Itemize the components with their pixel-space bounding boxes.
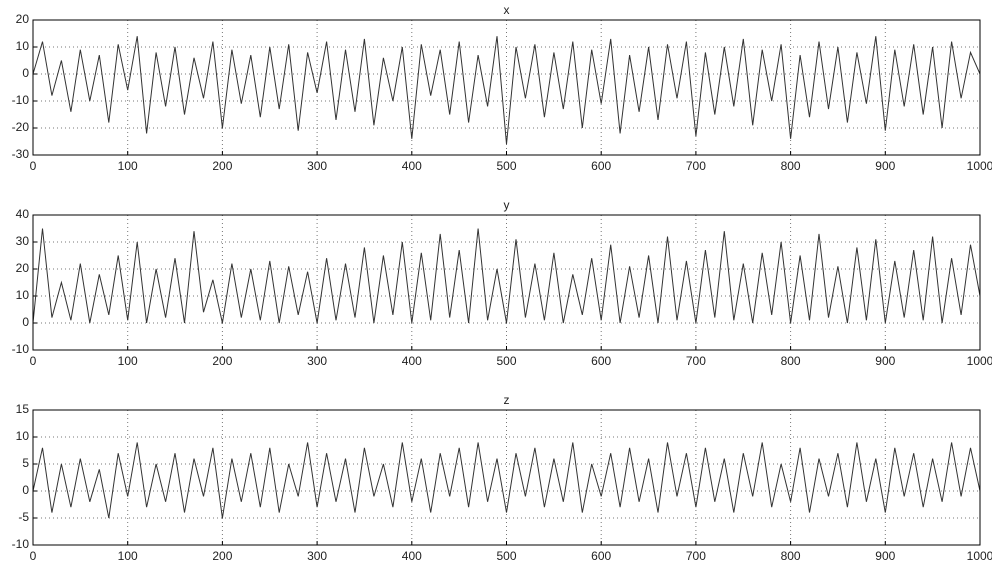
x-tick-label: 900 — [875, 354, 895, 368]
y-tick-label: 30 — [16, 234, 30, 248]
x-tick-label: 500 — [496, 354, 516, 368]
x-tick-label: 300 — [307, 159, 327, 173]
x-tick-label: 1000 — [967, 354, 992, 368]
y-tick-label: 20 — [16, 12, 30, 26]
y-tick-label: -5 — [18, 510, 29, 524]
x-tick-label: 1000 — [967, 549, 992, 563]
x-tick-label: 800 — [781, 354, 801, 368]
y-tick-label: -10 — [12, 537, 30, 551]
y-tick-label: 0 — [22, 483, 29, 497]
x-tick-label: 700 — [686, 549, 706, 563]
x-tick-label: 400 — [402, 159, 422, 173]
y-tick-label: 10 — [16, 288, 30, 302]
x-tick-label: 100 — [118, 549, 138, 563]
y-tick-label: -10 — [12, 342, 30, 356]
y-tick-label: 0 — [22, 315, 29, 329]
x-tick-label: 100 — [118, 354, 138, 368]
x-tick-label: 1000 — [967, 159, 992, 173]
x-tick-label: 600 — [591, 159, 611, 173]
x-tick-label: 200 — [212, 354, 232, 368]
x-tick-label: 700 — [686, 159, 706, 173]
x-tick-label: 500 — [496, 549, 516, 563]
x-tick-label: 300 — [307, 354, 327, 368]
x-tick-label: 600 — [591, 354, 611, 368]
x-tick-label: 300 — [307, 549, 327, 563]
y-tick-label: 10 — [16, 429, 30, 443]
x-tick-label: 200 — [212, 159, 232, 173]
y-tick-label: 15 — [16, 402, 30, 416]
x-tick-label: 900 — [875, 549, 895, 563]
x-tick-label: 100 — [118, 159, 138, 173]
y-tick-label: -30 — [12, 147, 30, 161]
subplot-title: z — [504, 393, 510, 407]
y-tick-label: -10 — [12, 93, 30, 107]
y-tick-label: -20 — [12, 120, 30, 134]
figure: x01002003004005006007008009001000-30-20-… — [0, 0, 992, 565]
x-tick-label: 800 — [781, 159, 801, 173]
subplot-title: y — [504, 198, 510, 212]
x-tick-label: 400 — [402, 549, 422, 563]
y-tick-label: 40 — [16, 207, 30, 221]
x-tick-label: 0 — [30, 549, 37, 563]
y-tick-label: 10 — [16, 39, 30, 53]
x-tick-label: 400 — [402, 354, 422, 368]
x-tick-label: 900 — [875, 159, 895, 173]
x-tick-label: 200 — [212, 549, 232, 563]
x-tick-label: 0 — [30, 159, 37, 173]
x-tick-label: 700 — [686, 354, 706, 368]
y-tick-label: 5 — [22, 456, 29, 470]
subplot-title: x — [504, 3, 510, 17]
x-tick-label: 0 — [30, 354, 37, 368]
y-tick-label: 0 — [22, 66, 29, 80]
y-tick-label: 20 — [16, 261, 30, 275]
x-tick-label: 800 — [781, 549, 801, 563]
x-tick-label: 500 — [496, 159, 516, 173]
x-tick-label: 600 — [591, 549, 611, 563]
